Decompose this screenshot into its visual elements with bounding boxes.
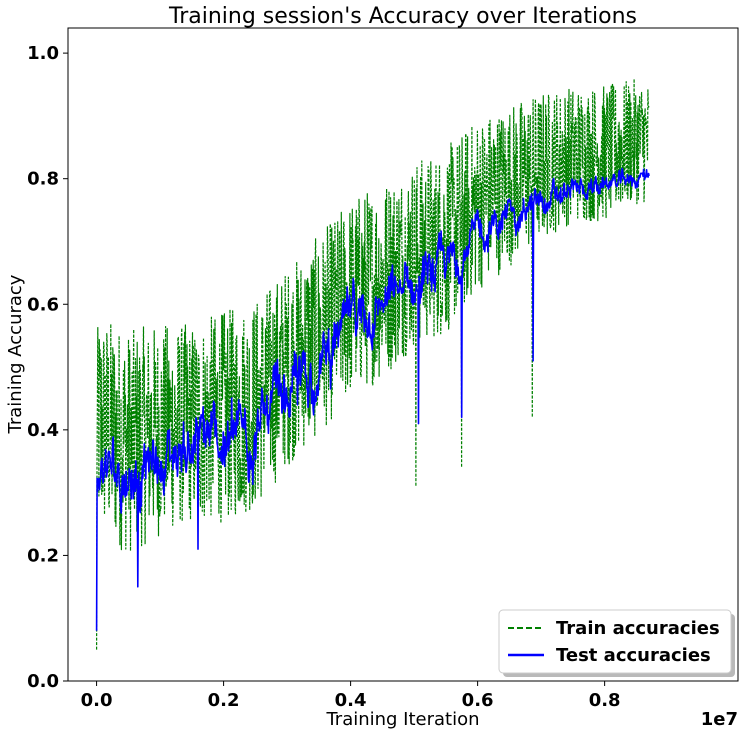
- y-tick-label: 0.2: [27, 545, 59, 566]
- x-tick-label: 0.2: [208, 690, 240, 711]
- train-accuracies-line: [96, 78, 650, 650]
- series-test-accuracies: [95, 167, 650, 631]
- test-accuracies-line: [95, 167, 650, 631]
- x-axis-label: Training Iteration: [325, 709, 479, 730]
- legend-box: [498, 609, 732, 674]
- legend: Train accuracies Test accuracies: [498, 609, 735, 677]
- x-tick-label: 0.6: [462, 690, 494, 711]
- x-tick-label: 0.0: [81, 690, 113, 711]
- y-axis-label: Training Accuracy: [5, 274, 26, 434]
- x-tick-label: 0.4: [335, 690, 367, 711]
- y-tick-label: 0.4: [27, 420, 59, 441]
- y-tick-label: 0.0: [27, 671, 59, 692]
- y-tick-label: 0.6: [27, 294, 59, 315]
- y-axis-ticks: 0.0 0.2 0.4 0.6 0.8 1.0: [27, 43, 68, 692]
- x-axis-ticks: 0.0 0.2 0.4 0.6 0.8: [81, 681, 621, 711]
- legend-test-label: Test accuracies: [556, 645, 711, 666]
- x-axis-offset-label: 1e7: [701, 709, 738, 730]
- series-train-accuracies: [96, 78, 650, 650]
- y-tick-label: 0.8: [27, 169, 59, 190]
- plot-border: [67, 27, 739, 682]
- x-tick-label: 0.8: [589, 690, 621, 711]
- chart-title: Training session's Accuracy over Iterati…: [168, 4, 637, 29]
- legend-train-label: Train accuracies: [556, 618, 720, 639]
- y-tick-label: 1.0: [27, 43, 59, 64]
